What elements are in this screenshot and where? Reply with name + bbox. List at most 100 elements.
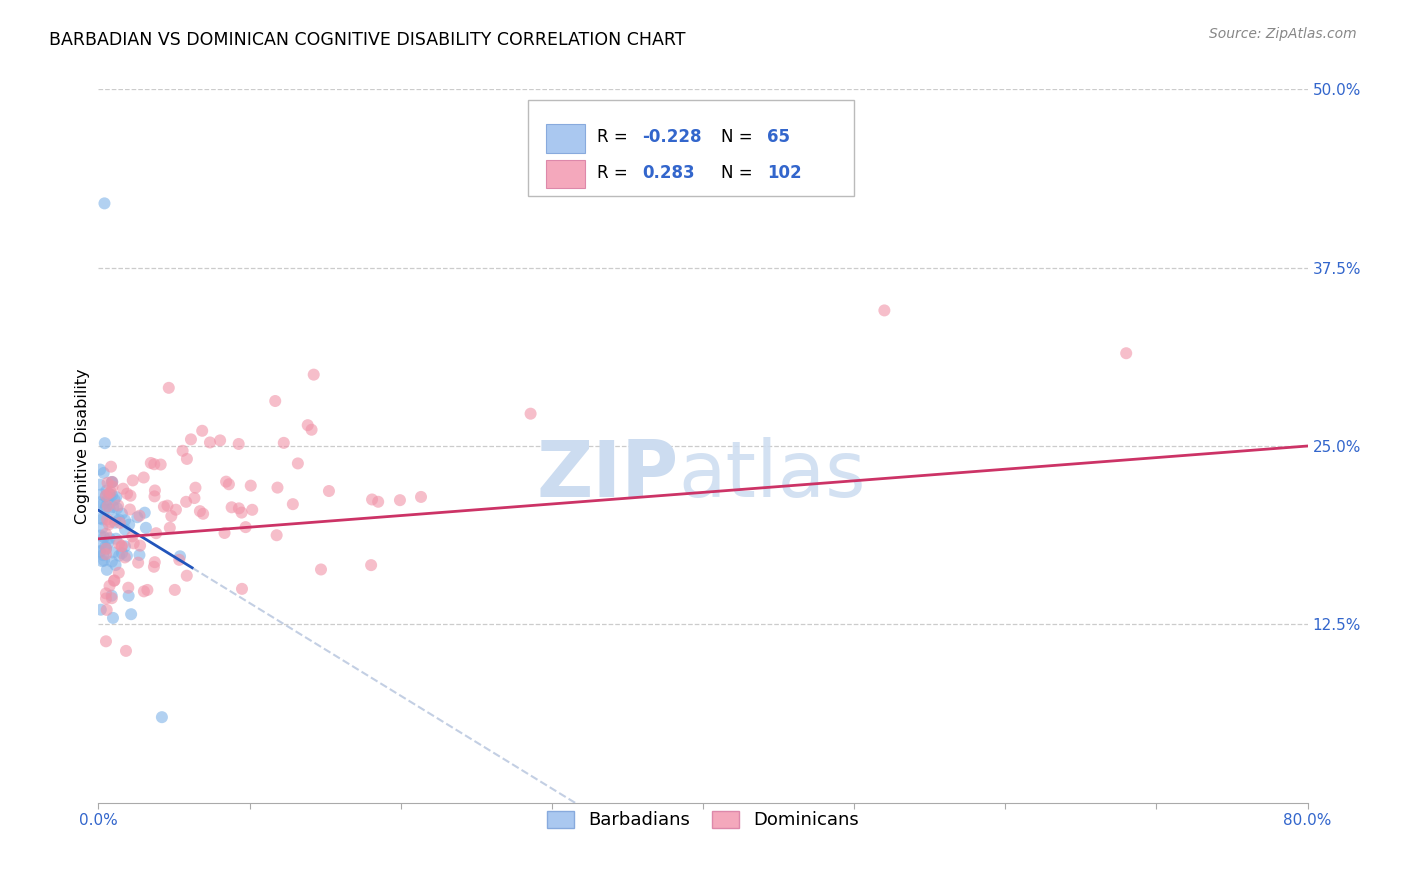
Point xyxy=(120,489,142,503)
Point xyxy=(135,521,157,535)
Legend: Barbadians, Dominicans: Barbadians, Dominicans xyxy=(540,804,866,837)
Point xyxy=(264,394,287,409)
Point xyxy=(309,562,332,576)
Point xyxy=(112,482,135,496)
Point xyxy=(180,433,202,447)
Point xyxy=(198,435,221,450)
Point xyxy=(134,506,156,520)
Point xyxy=(302,368,325,382)
Point xyxy=(107,499,129,513)
Point xyxy=(108,549,131,563)
Point xyxy=(91,554,114,568)
Point xyxy=(94,499,117,513)
Point xyxy=(89,528,111,542)
Point xyxy=(103,492,125,507)
Point xyxy=(121,474,143,488)
Point xyxy=(191,507,214,521)
Point xyxy=(231,582,253,596)
Text: N =: N = xyxy=(721,128,752,146)
Point xyxy=(91,548,114,562)
Point xyxy=(110,540,132,554)
Point xyxy=(176,451,198,466)
Point xyxy=(228,437,250,451)
Point xyxy=(94,541,117,556)
Point xyxy=(127,510,149,524)
Point xyxy=(94,547,117,561)
Point xyxy=(145,526,167,541)
Point xyxy=(160,509,183,524)
FancyBboxPatch shape xyxy=(546,124,585,153)
Point xyxy=(91,512,114,526)
Point xyxy=(103,500,125,515)
Point xyxy=(156,499,179,513)
Point xyxy=(118,502,141,516)
Point xyxy=(101,475,124,489)
Point xyxy=(111,546,134,560)
Point xyxy=(169,553,191,567)
Point xyxy=(100,459,122,474)
Text: atlas: atlas xyxy=(679,436,866,513)
Point xyxy=(90,603,112,617)
Point xyxy=(94,488,117,502)
Point xyxy=(91,521,114,535)
Text: R =: R = xyxy=(596,163,627,182)
Point xyxy=(143,483,166,498)
Point xyxy=(98,531,121,545)
Point xyxy=(98,502,121,516)
Point xyxy=(169,549,191,564)
Point xyxy=(360,558,382,573)
Point xyxy=(388,493,411,508)
Point xyxy=(142,559,165,574)
Point xyxy=(114,523,136,537)
Point xyxy=(118,517,141,532)
Point xyxy=(184,481,207,495)
Point xyxy=(101,545,124,559)
Point xyxy=(115,549,138,563)
Point xyxy=(96,483,118,498)
Text: 0.283: 0.283 xyxy=(643,163,695,182)
Point xyxy=(163,582,186,597)
Point xyxy=(94,436,117,450)
Point xyxy=(97,517,120,532)
Point xyxy=(108,513,131,527)
Point xyxy=(98,486,121,500)
Text: N =: N = xyxy=(721,163,752,182)
Point xyxy=(128,508,150,523)
Point xyxy=(97,536,120,550)
Point xyxy=(103,574,125,588)
Point xyxy=(1115,346,1137,360)
Point xyxy=(93,530,115,544)
Point xyxy=(132,584,155,599)
Text: ZIP: ZIP xyxy=(537,436,679,513)
Point xyxy=(115,486,138,500)
Point xyxy=(136,582,159,597)
Point xyxy=(89,477,111,491)
Point xyxy=(91,497,114,511)
Point xyxy=(101,611,124,625)
Point xyxy=(94,541,117,556)
Point xyxy=(103,574,125,588)
Point xyxy=(128,548,150,562)
Point xyxy=(96,563,118,577)
Point xyxy=(157,381,180,395)
Point xyxy=(209,434,232,448)
Point xyxy=(165,502,187,516)
Point xyxy=(214,525,236,540)
Point xyxy=(176,568,198,582)
Point xyxy=(519,407,541,421)
Text: 102: 102 xyxy=(768,163,801,182)
Point xyxy=(101,475,124,489)
Point xyxy=(409,490,432,504)
Point xyxy=(104,558,127,572)
Point xyxy=(101,488,124,502)
Point xyxy=(89,462,111,476)
Point xyxy=(105,490,128,504)
Point xyxy=(231,506,253,520)
Point xyxy=(120,607,142,622)
Point xyxy=(90,487,112,501)
Point xyxy=(101,591,124,606)
Point xyxy=(118,589,141,603)
Point xyxy=(301,423,323,437)
Text: BARBADIAN VS DOMINICAN COGNITIVE DISABILITY CORRELATION CHART: BARBADIAN VS DOMINICAN COGNITIVE DISABIL… xyxy=(49,31,686,49)
Point xyxy=(94,586,117,600)
